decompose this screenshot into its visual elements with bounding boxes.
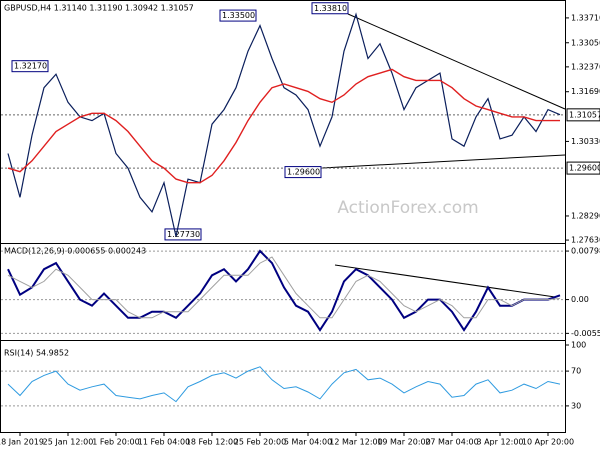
y-tick-label: 1.31690	[571, 87, 600, 96]
y-tick-label: 1.27630	[571, 236, 600, 245]
x-tick-label: 18 Jan 2019	[0, 438, 44, 447]
y-tick-label: 1.33050	[571, 38, 600, 47]
y-tick-label: 30	[571, 401, 581, 410]
panel-title: GBPUSD,H4 1.31140 1.31190 1.30942 1.3105…	[4, 4, 194, 13]
y-tick-label: 1.33710	[571, 13, 600, 22]
price-box-label: 1.29600	[569, 164, 600, 173]
annotation-box	[11, 60, 49, 73]
y-tick-label: 100	[571, 341, 586, 350]
series-line	[7, 68, 560, 184]
y-tick-label: 1.30330	[571, 137, 600, 146]
x-tick-label: 25 Jan 12:00	[43, 438, 94, 447]
x-tick-label: 19 Mar 20:00	[377, 438, 430, 447]
y-tick-label: 1.32370	[571, 62, 600, 71]
annotation-box	[284, 166, 322, 179]
y-tick-label: 1.28290	[571, 211, 600, 220]
y-tick-label: -0.005559	[571, 329, 600, 338]
rsi-frame	[0, 340, 566, 433]
x-tick-label: 27 Mar 04:00	[425, 438, 478, 447]
annotation-label: 1.33500	[222, 11, 255, 20]
annotation-label: 1.33810	[314, 4, 347, 13]
annotation-label: 1.27730	[167, 230, 200, 239]
annotation-box	[219, 9, 257, 22]
x-tick-label: 25 Feb 20:00	[234, 438, 286, 447]
panel-title: MACD(12,26,9) 0.000655 0.000243	[4, 247, 146, 256]
panel-frames	[0, 0, 566, 433]
watermark: ActionForex.com	[337, 198, 478, 218]
y-tick-label: 0.007983	[571, 247, 600, 256]
series-line	[7, 256, 561, 319]
price-box	[566, 161, 600, 175]
y-tick-label: 0.00	[571, 295, 589, 304]
price-box	[566, 108, 600, 122]
annotation-label: 1.32170	[14, 62, 47, 71]
trend-line	[347, 13, 566, 110]
annotation-box	[164, 228, 202, 241]
panel-title: RSI(14) 54.9852	[4, 349, 69, 358]
trend-line	[321, 154, 566, 169]
x-tick-label: 3 Apr 12:00	[476, 438, 523, 447]
x-tick-label: 12 Mar 12:00	[329, 438, 382, 447]
x-tick-label: 10 Apr 20:00	[522, 438, 574, 447]
series-line	[7, 366, 561, 403]
annotation-box	[311, 2, 349, 15]
x-tick-label: 11 Feb 04:00	[138, 438, 190, 447]
x-tick-label: 18 Feb 12:00	[186, 438, 238, 447]
series-line	[7, 12, 561, 237]
trend-line	[334, 264, 556, 298]
x-tick-label: 1 Feb 20:00	[92, 438, 139, 447]
x-tick-label: 5 Mar 04:00	[284, 438, 332, 447]
price-box-label: 1.31057	[569, 110, 600, 119]
y-tick-label: 70	[571, 367, 581, 376]
series-line	[7, 249, 561, 332]
annotation-label: 1.29600	[287, 168, 320, 177]
